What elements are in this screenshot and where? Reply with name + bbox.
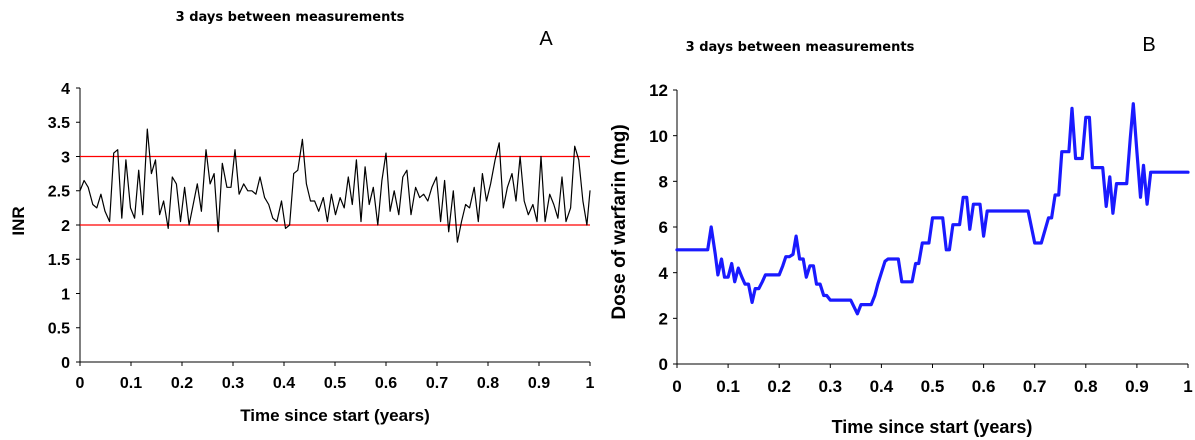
x-tick-label: 0.3	[818, 377, 842, 396]
y-tick-label: 4	[659, 264, 669, 283]
y-tick-label: 1.5	[48, 252, 70, 269]
x-tick-label: 0.3	[222, 375, 244, 392]
y-axis-label: INR	[9, 206, 28, 235]
x-tick-label: 0.1	[716, 377, 740, 396]
series-line-0	[79, 128, 591, 243]
x-tick-label: 0.4	[273, 375, 295, 392]
y-tick-label: 3	[61, 149, 70, 166]
x-tick-labels: 0 0.1 0.2 0.3 0.4 0.5 0.6 0.7 0.8 0.9 1	[672, 377, 1192, 396]
y-tick-label: 2	[61, 218, 70, 235]
y-tick-label: 10	[649, 127, 668, 146]
panel-letter: A	[539, 28, 553, 50]
chart-panel-a: 3 days between measurements A Time since…	[9, 10, 595, 425]
y-tick-label: 0	[659, 355, 668, 374]
reference-lines	[80, 155, 590, 226]
inr-chart: 3 days between measurements A Time since…	[9, 10, 595, 425]
x-tick-label: 0.9	[1125, 377, 1149, 396]
y-tick-label: 2.5	[48, 184, 70, 201]
x-tick-label: 0.7	[1023, 377, 1047, 396]
chart-title: 3 days between measurements	[176, 10, 405, 25]
y-tick-label: 8	[659, 172, 668, 191]
x-tick-label: 0	[76, 375, 85, 392]
x-tick-labels: 0 0.1 0.2 0.3 0.4 0.5 0.6 0.7 0.8 0.9 1	[76, 375, 595, 392]
x-axis-label: Time since start (years)	[832, 417, 1033, 437]
x-tick-label: 1	[1183, 377, 1192, 396]
y-tick-label: 6	[659, 218, 668, 237]
x-tick-label: 0.5	[921, 377, 945, 396]
y-axis-label: Dose of warfarin (mg)	[609, 124, 630, 319]
y-tick-labels: 0 2 4 6 8 10 12	[649, 81, 668, 374]
y-tick-label: 1	[61, 286, 70, 303]
y-tick-label: 0	[61, 355, 70, 372]
y-tick-label: 2	[659, 309, 668, 328]
x-tick-label: 0.5	[324, 375, 346, 392]
x-tick-label: 0.7	[426, 375, 448, 392]
series-line-0	[675, 102, 1190, 316]
panel-letter: B	[1142, 34, 1155, 56]
series	[675, 102, 1190, 316]
chart-title: 3 days between measurements	[686, 40, 915, 55]
x-tick-label: 1	[586, 375, 595, 392]
x-tick-label: 0.4	[870, 377, 894, 396]
x-tick-label: 0.2	[767, 377, 791, 396]
x-tick-label: 0.2	[171, 375, 193, 392]
y-tick-label: 0.5	[48, 321, 70, 338]
x-tick-label: 0.1	[120, 375, 142, 392]
chart-panel-b: 3 days between measurements B Time since…	[600, 0, 1195, 440]
y-tick-label: 3.5	[48, 115, 70, 132]
x-tick-label: 0.8	[1074, 377, 1098, 396]
x-tick-label: 0.6	[375, 375, 397, 392]
y-tick-label: 4	[61, 81, 70, 98]
x-axis-label: Time since start (years)	[240, 406, 430, 425]
x-tick-label: 0.9	[528, 375, 550, 392]
axes	[673, 89, 1189, 368]
x-tick-label: 0.8	[477, 375, 499, 392]
axes	[76, 87, 591, 366]
dose-chart: 3 days between measurements B Time since…	[609, 34, 1193, 437]
y-tick-labels: 0 0.5 1 1.5 2 2.5 3 3.5 4	[48, 81, 70, 372]
x-tick-label: 0	[672, 377, 681, 396]
x-tick-label: 0.6	[972, 377, 996, 396]
series	[79, 128, 591, 243]
y-tick-label: 12	[649, 81, 668, 100]
